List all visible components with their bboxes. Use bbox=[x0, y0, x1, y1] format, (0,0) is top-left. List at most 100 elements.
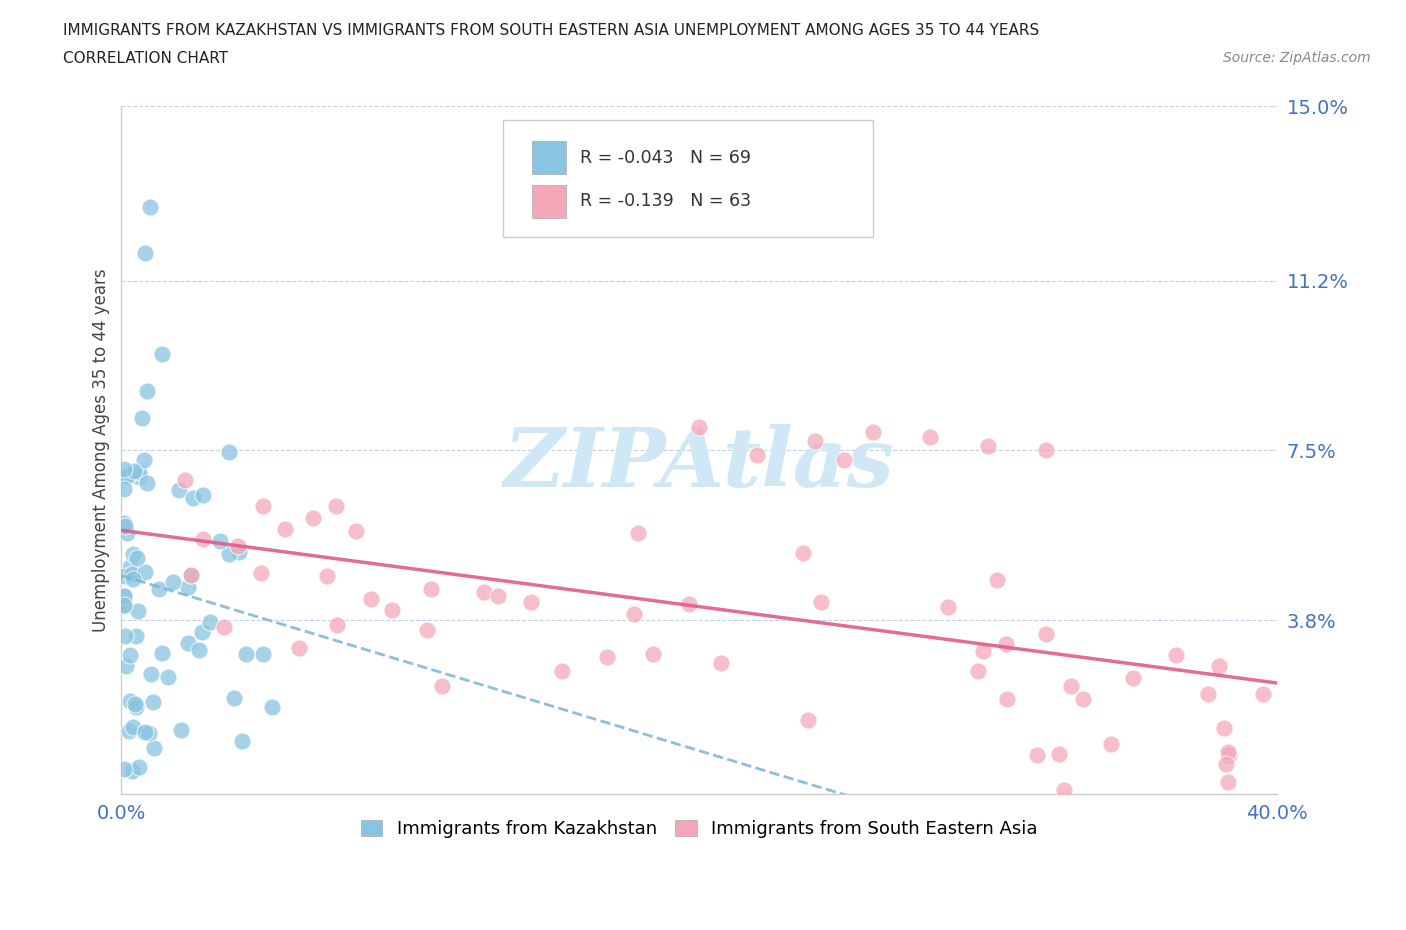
Point bbox=[972, 644, 994, 658]
Point bbox=[688, 420, 710, 435]
Point bbox=[416, 622, 439, 637]
Point bbox=[381, 603, 404, 618]
Point bbox=[148, 581, 170, 596]
Point bbox=[1073, 691, 1095, 706]
Point bbox=[643, 647, 665, 662]
Point bbox=[967, 663, 990, 678]
Point bbox=[112, 482, 135, 497]
Point bbox=[132, 452, 155, 467]
Point bbox=[128, 759, 150, 774]
Point bbox=[1060, 679, 1083, 694]
Point bbox=[190, 625, 212, 640]
Point bbox=[231, 733, 253, 748]
Point bbox=[115, 525, 138, 540]
Point bbox=[430, 679, 453, 694]
Point bbox=[128, 470, 150, 485]
Point bbox=[1251, 686, 1274, 701]
Point bbox=[134, 246, 156, 260]
Point bbox=[112, 569, 135, 584]
Point bbox=[170, 723, 193, 737]
Point bbox=[995, 692, 1018, 707]
Point bbox=[177, 635, 200, 650]
Point bbox=[180, 567, 202, 582]
Point bbox=[193, 532, 215, 547]
Point bbox=[122, 546, 145, 561]
Point bbox=[118, 694, 141, 709]
Point bbox=[142, 695, 165, 710]
Point bbox=[180, 568, 202, 583]
Point bbox=[228, 545, 250, 560]
Point bbox=[188, 643, 211, 658]
Text: CORRELATION CHART: CORRELATION CHART bbox=[63, 51, 228, 66]
Point bbox=[486, 589, 509, 604]
FancyBboxPatch shape bbox=[531, 141, 567, 174]
Point bbox=[112, 761, 135, 776]
Point bbox=[1218, 745, 1240, 760]
Point bbox=[122, 572, 145, 587]
Point bbox=[325, 498, 347, 513]
Point bbox=[1122, 671, 1144, 685]
Point bbox=[200, 615, 222, 630]
Point bbox=[1208, 658, 1230, 673]
Point bbox=[274, 522, 297, 537]
Point bbox=[218, 445, 240, 459]
Point bbox=[121, 566, 143, 581]
Point bbox=[114, 658, 136, 673]
Point bbox=[112, 599, 135, 614]
Point bbox=[138, 725, 160, 740]
Point bbox=[709, 655, 731, 670]
Point bbox=[143, 741, 166, 756]
Point bbox=[124, 697, 146, 711]
Point bbox=[167, 483, 190, 498]
Point bbox=[128, 465, 150, 480]
Text: ZIPAtlas: ZIPAtlas bbox=[503, 424, 894, 504]
Point bbox=[1213, 721, 1236, 736]
Point bbox=[520, 595, 543, 610]
Point bbox=[986, 572, 1008, 587]
Point bbox=[1218, 748, 1240, 763]
Point bbox=[472, 584, 495, 599]
Point bbox=[115, 469, 138, 484]
Point bbox=[156, 670, 179, 684]
Point bbox=[252, 498, 274, 513]
Point bbox=[1053, 782, 1076, 797]
Point bbox=[1216, 775, 1239, 790]
Point bbox=[810, 595, 832, 610]
Point bbox=[596, 649, 619, 664]
Point bbox=[994, 636, 1017, 651]
Point bbox=[135, 475, 157, 490]
Y-axis label: Unemployment Among Ages 35 to 44 years: Unemployment Among Ages 35 to 44 years bbox=[93, 269, 110, 632]
Point bbox=[112, 588, 135, 603]
Point bbox=[315, 568, 337, 583]
Point bbox=[360, 591, 382, 606]
Point bbox=[139, 667, 162, 682]
Point bbox=[125, 629, 148, 644]
Point bbox=[252, 646, 274, 661]
Point bbox=[1215, 756, 1237, 771]
Point bbox=[112, 589, 135, 604]
Point bbox=[551, 663, 574, 678]
Point bbox=[1197, 687, 1219, 702]
Point bbox=[1164, 648, 1187, 663]
Point bbox=[678, 597, 700, 612]
Point bbox=[745, 447, 768, 462]
Point bbox=[134, 565, 156, 579]
Point bbox=[162, 575, 184, 590]
Point bbox=[131, 411, 153, 426]
Point bbox=[112, 598, 135, 613]
Point bbox=[150, 645, 173, 660]
Point bbox=[792, 546, 814, 561]
Point bbox=[136, 383, 159, 398]
Point bbox=[224, 691, 246, 706]
Point bbox=[287, 640, 309, 655]
Point bbox=[627, 525, 650, 540]
Point bbox=[1035, 443, 1057, 458]
Point bbox=[1047, 747, 1070, 762]
Point bbox=[301, 511, 323, 525]
Point bbox=[1035, 627, 1057, 642]
Point bbox=[125, 699, 148, 714]
Text: IMMIGRANTS FROM KAZAKHSTAN VS IMMIGRANTS FROM SOUTH EASTERN ASIA UNEMPLOYMENT AM: IMMIGRANTS FROM KAZAKHSTAN VS IMMIGRANTS… bbox=[63, 23, 1039, 38]
Point bbox=[212, 619, 235, 634]
Point bbox=[977, 438, 1000, 453]
Point bbox=[139, 200, 162, 215]
